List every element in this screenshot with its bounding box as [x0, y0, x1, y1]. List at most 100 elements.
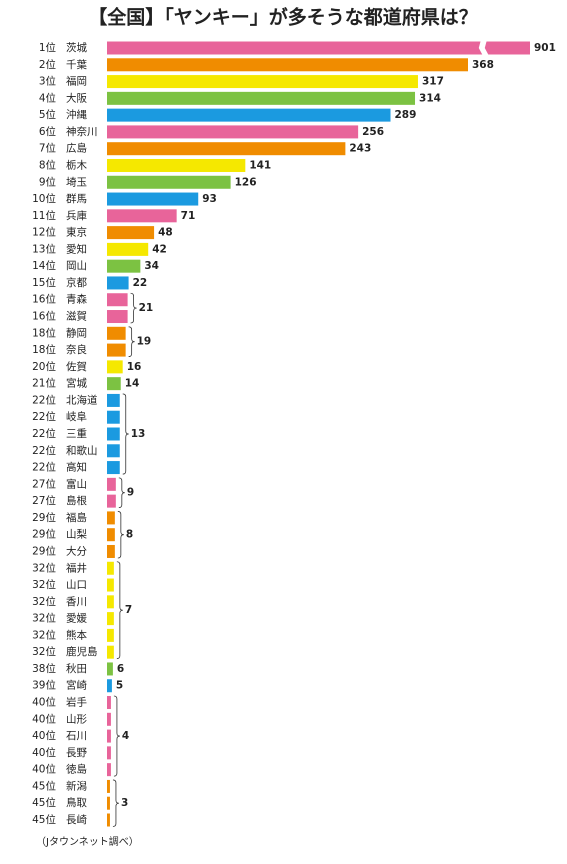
category-label: 福島 — [66, 511, 87, 524]
bar — [107, 494, 116, 508]
rank-label: 29位 — [32, 544, 56, 557]
category-label: 山形 — [66, 713, 87, 725]
category-label: 鹿児島 — [66, 645, 98, 658]
rank-label: 14位 — [32, 259, 56, 272]
bar — [107, 310, 128, 324]
category-label: 千葉 — [66, 58, 87, 71]
bar — [107, 41, 530, 55]
bar — [107, 360, 123, 374]
category-label: 滋賀 — [66, 310, 87, 323]
value-label: 16 — [127, 361, 142, 373]
rank-label: 9位 — [39, 175, 57, 188]
category-label: 青森 — [66, 293, 87, 306]
value-label: 141 — [249, 159, 271, 171]
value-label: 289 — [395, 109, 417, 121]
value-label: 19 — [137, 336, 152, 348]
category-label: 和歌山 — [66, 444, 98, 457]
bar — [107, 410, 120, 424]
category-label: 熊本 — [66, 628, 87, 641]
rank-label: 6位 — [39, 125, 57, 138]
category-label: 京都 — [66, 276, 87, 289]
rank-label: 18位 — [32, 343, 56, 356]
bar — [107, 477, 116, 491]
rank-label: 40位 — [32, 746, 56, 759]
rank-label: 22位 — [32, 444, 56, 457]
value-label: 126 — [235, 176, 257, 188]
rank-label: 29位 — [32, 511, 56, 524]
bar — [107, 259, 141, 273]
category-label: 山梨 — [66, 528, 87, 541]
category-label: 岐阜 — [66, 410, 87, 423]
bar — [107, 696, 111, 710]
group-brace — [112, 779, 119, 827]
category-label: 北海道 — [66, 393, 98, 406]
value-label: 8 — [126, 529, 133, 541]
category-label: 香川 — [66, 596, 87, 608]
value-label: 901 — [534, 42, 556, 54]
rank-label: 22位 — [32, 427, 56, 440]
category-label: 神奈川 — [66, 125, 98, 138]
rank-label: 29位 — [32, 528, 56, 541]
bar — [107, 427, 120, 441]
rank-label: 32位 — [32, 561, 56, 574]
rank-label: 7位 — [39, 142, 57, 155]
value-label: 314 — [419, 92, 441, 104]
bar — [107, 578, 114, 592]
rank-label: 18位 — [32, 326, 56, 339]
value-label: 34 — [144, 260, 159, 272]
chart-title: 【全国】「ヤンキー」が多そうな都道府県は？ — [88, 6, 478, 29]
bar — [107, 326, 126, 340]
bar — [107, 242, 149, 256]
bar — [107, 612, 114, 626]
category-label: 佐賀 — [66, 360, 87, 373]
rank-label: 45位 — [32, 779, 56, 792]
category-label: 愛媛 — [66, 612, 87, 625]
rank-label: 21位 — [32, 377, 56, 390]
bar — [107, 91, 416, 105]
category-label: 静岡 — [66, 326, 87, 339]
rank-label: 27位 — [32, 494, 56, 507]
category-label: 茨城 — [66, 41, 87, 54]
category-label: 福井 — [66, 561, 87, 574]
bar — [107, 175, 231, 189]
rank-label: 45位 — [32, 813, 56, 826]
value-label: 14 — [125, 378, 140, 390]
bar — [107, 796, 110, 810]
rank-label: 12位 — [32, 226, 56, 239]
category-label: 福岡 — [66, 75, 87, 88]
rank-label: 15位 — [32, 276, 56, 289]
category-label: 高知 — [66, 461, 87, 474]
rank-label: 32位 — [32, 612, 56, 625]
rank-label: 11位 — [32, 209, 56, 222]
group-brace — [130, 292, 137, 324]
bar — [107, 377, 121, 391]
category-label: 長崎 — [66, 813, 87, 826]
rank-label: 32位 — [32, 628, 56, 641]
bar — [107, 662, 113, 676]
category-label: 大分 — [66, 544, 87, 557]
category-label: 兵庫 — [66, 209, 87, 222]
value-label: 21 — [139, 302, 154, 314]
category-label: 栃木 — [66, 158, 87, 171]
rank-label: 22位 — [32, 461, 56, 474]
value-label: 22 — [133, 277, 148, 289]
rank-label: 4位 — [39, 91, 57, 104]
value-label: 48 — [158, 227, 173, 239]
group-brace — [122, 393, 129, 475]
category-label: 新潟 — [66, 779, 87, 792]
category-label: 宮崎 — [66, 679, 87, 692]
source-note: （Jタウンネット調べ） — [36, 835, 139, 848]
category-label: 岩手 — [66, 696, 87, 709]
value-label: 4 — [122, 730, 129, 742]
value-label: 9 — [127, 487, 134, 499]
rank-label: 27位 — [32, 477, 56, 490]
value-label: 3 — [121, 797, 128, 809]
rank-label: 38位 — [32, 662, 56, 675]
bar — [107, 528, 115, 542]
rank-label: 40位 — [32, 696, 56, 709]
rank-label: 3位 — [39, 75, 57, 88]
category-label: 宮城 — [66, 377, 87, 390]
rank-label: 39位 — [32, 679, 56, 692]
bar — [107, 125, 359, 139]
